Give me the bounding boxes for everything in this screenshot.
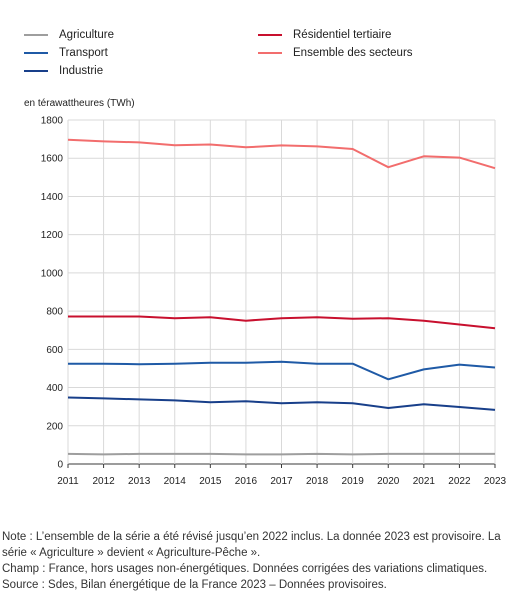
legend-item-residentiel[interactable]: Résidentiel tertiaire — [258, 29, 391, 41]
x-tick-label: 2011 — [57, 476, 79, 487]
y-tick-label: 1400 — [41, 192, 64, 203]
x-tick-label: 2018 — [306, 476, 329, 487]
legend-item-transport[interactable]: Transport — [24, 47, 108, 59]
x-tick-label: 2022 — [448, 476, 471, 487]
champ-text: Champ : France, hors usages non-énergéti… — [2, 563, 488, 575]
source-text: Source : Sdes, Bilan énergétique de la F… — [2, 579, 387, 591]
series-line-agriculture — [67, 452, 495, 456]
series-line-transport — [68, 360, 496, 381]
x-tick-label: 2017 — [270, 476, 293, 487]
legend-swatch-transport — [24, 52, 48, 54]
legend-item-industrie[interactable]: Industrie — [24, 65, 103, 77]
x-tick-label: 2016 — [235, 476, 258, 487]
legend-label-industrie: Industrie — [59, 65, 104, 77]
y-tick-label: 400 — [46, 383, 63, 394]
x-tick-label: 2012 — [92, 476, 115, 487]
y-tick-label: 200 — [46, 421, 63, 432]
y-tick-label: 1600 — [41, 154, 64, 165]
x-tick-label: 2023 — [484, 476, 507, 487]
y-tick-label: 1800 — [41, 116, 64, 127]
chart-legend: Agriculture Résidentiel tertiaire Transp… — [0, 0, 522, 90]
y-tick-label: 800 — [46, 307, 63, 318]
legend-item-agriculture[interactable]: Agriculture — [24, 29, 114, 41]
legend-label-transport: Transport — [59, 47, 108, 59]
x-tick-label: 2021 — [413, 476, 436, 487]
x-tick-label: 2013 — [128, 476, 151, 487]
legend-label-agriculture: Agriculture — [59, 29, 114, 41]
x-tick-label: 2015 — [199, 476, 222, 487]
legend-label-residentiel: Résidentiel tertiaire — [293, 29, 392, 41]
line-chart: 0 200 400 600 800 1000 1200 1400 1600 1800 2011 201… — [41, 116, 507, 488]
series-line-ensemble-des-secteurs — [67, 138, 496, 170]
y-axis-unit-label: en térawattheures (TWh) — [24, 98, 135, 109]
legend-label-ensemble: Ensemble des secteurs — [293, 47, 413, 59]
legend-swatch-industrie — [24, 70, 48, 72]
series-line-residentiel-tertiaire — [68, 315, 496, 330]
legend-item-ensemble[interactable]: Ensemble des secteurs — [258, 47, 413, 59]
note-text: Note : L’ensemble de la série a été révi… — [2, 531, 501, 559]
y-tick-label: 1200 — [41, 230, 64, 241]
chart-notes: Note : L’ensemble de la série a été révi… — [2, 529, 522, 593]
series-line-industrie — [67, 396, 496, 411]
y-tick-label: 0 — [57, 460, 63, 471]
legend-swatch-residentiel — [258, 34, 282, 36]
x-tick-label: 2014 — [164, 476, 187, 487]
y-tick-label: 1000 — [41, 268, 64, 279]
x-tick-label: 2019 — [342, 476, 365, 487]
x-tick-label: 2020 — [377, 476, 400, 487]
legend-swatch-agriculture — [24, 34, 48, 36]
y-tick-label: 600 — [46, 345, 63, 356]
legend-swatch-ensemble — [258, 52, 282, 54]
